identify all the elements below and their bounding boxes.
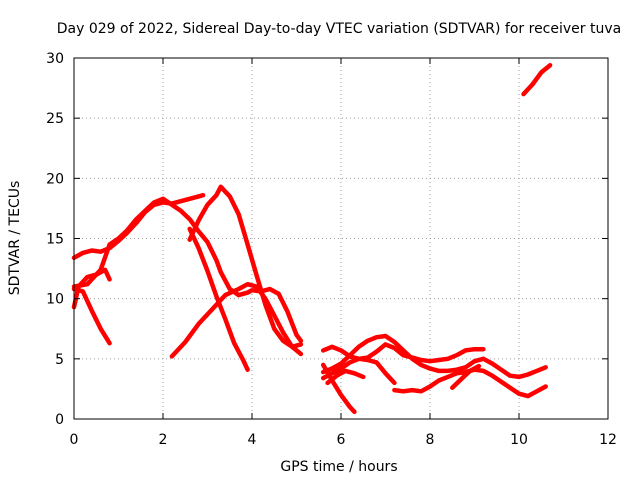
y-tick-label: 5 xyxy=(55,352,64,368)
y-tick-label: 25 xyxy=(46,111,64,127)
series-track-15 xyxy=(521,62,553,97)
series-track-4 xyxy=(71,267,112,310)
x-tick-label: 0 xyxy=(70,432,79,448)
series-track-9 xyxy=(320,333,548,380)
y-axis-label: SDTVAR / TECUs xyxy=(7,181,23,296)
series-track-12 xyxy=(325,368,366,386)
y-tick-label: 10 xyxy=(46,292,64,308)
y-tick-label: 0 xyxy=(55,412,64,428)
x-tick-label: 8 xyxy=(426,432,435,448)
series-track-7 xyxy=(187,226,250,372)
x-tick-label: 2 xyxy=(159,432,168,448)
x-tick-label: 10 xyxy=(510,432,528,448)
series-track-10 xyxy=(320,356,397,386)
y-tick-label: 15 xyxy=(46,232,64,248)
series-track-2 xyxy=(71,196,304,344)
chart-title: Day 029 of 2022, Sidereal Day-to-day VTE… xyxy=(57,21,621,37)
y-tick-label: 30 xyxy=(46,51,64,67)
series-track-3 xyxy=(71,286,112,346)
axis-ticks: 0 2 4 6 8 10 12 0 5 10 15 20 25 30 xyxy=(46,51,617,448)
x-tick-label: 4 xyxy=(248,432,257,448)
series-track-11 xyxy=(320,362,357,415)
x-tick-label: 6 xyxy=(337,432,346,448)
x-tick-label: 12 xyxy=(599,432,617,448)
series-track-5 xyxy=(187,184,304,350)
series-track-6 xyxy=(169,281,304,359)
x-axis-label: GPS time / hours xyxy=(280,459,397,475)
y-tick-label: 20 xyxy=(46,171,64,187)
gridlines xyxy=(74,58,608,419)
series-track-14 xyxy=(450,363,482,390)
data-series xyxy=(71,62,553,415)
